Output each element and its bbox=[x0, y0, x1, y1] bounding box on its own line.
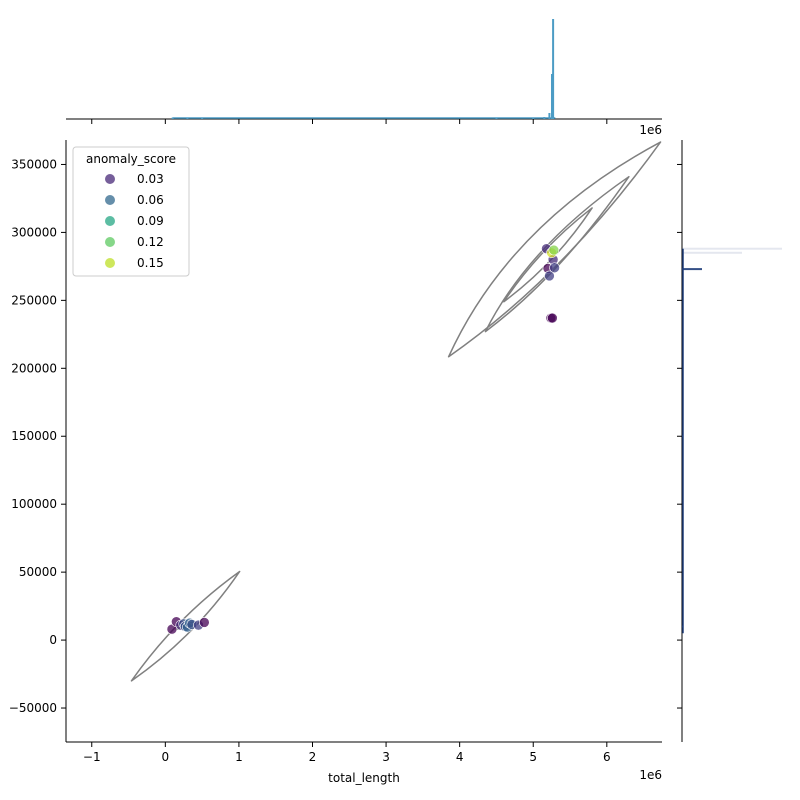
top-marginal-bars bbox=[171, 19, 556, 119]
scatter-point bbox=[199, 617, 210, 628]
legend-marker bbox=[105, 174, 115, 184]
kde-contour-low-outer bbox=[130, 570, 241, 682]
top-marginal-bar bbox=[548, 113, 551, 119]
y-tick-label: −50000 bbox=[9, 701, 57, 715]
x-tick-label: −1 bbox=[83, 750, 101, 764]
kde-contour-high-inner bbox=[503, 207, 593, 303]
x-axis-offset-label: 1e6 bbox=[639, 768, 662, 782]
legend-label: 0.15 bbox=[137, 256, 164, 270]
right-marginal-bar bbox=[682, 247, 782, 250]
scatter-point bbox=[548, 244, 560, 256]
x-axis-label: total_length bbox=[328, 771, 400, 785]
top-marginal-offset-label: 1e6 bbox=[639, 123, 662, 137]
top-marginal-bar bbox=[552, 19, 555, 119]
legend: anomaly_score 0.03 0.06 0.09 0.12 0.15 bbox=[72, 146, 190, 277]
x-tick-label: 6 bbox=[603, 750, 611, 764]
x-tick-label: 5 bbox=[529, 750, 537, 764]
legend-entries: 0.03 0.06 0.09 0.12 0.15 bbox=[105, 172, 164, 270]
legend-marker bbox=[105, 237, 115, 247]
x-tick-label: 4 bbox=[456, 750, 464, 764]
y-tick-label: 50000 bbox=[19, 565, 57, 579]
scatter-point bbox=[547, 312, 558, 324]
right-marginal-ticks bbox=[677, 163, 682, 709]
right-marginal-bar bbox=[682, 251, 742, 254]
right-marginal-histogram bbox=[677, 140, 782, 742]
kde-contours bbox=[130, 141, 662, 682]
x-ticks: −1 0 1 2 3 4 5 6 bbox=[83, 742, 611, 764]
y-tick-label: 300000 bbox=[11, 225, 57, 239]
y-ticks: −50000 0 50000 100000 150000 200000 250000 3000… bbox=[9, 157, 66, 715]
legend-label: 0.06 bbox=[137, 193, 164, 207]
y-tick-label: 350000 bbox=[11, 157, 57, 171]
legend-marker bbox=[105, 258, 115, 268]
y-tick-label: 150000 bbox=[11, 429, 57, 443]
legend-frame bbox=[72, 146, 190, 277]
right-marginal-bar bbox=[682, 268, 702, 271]
top-marginal-histogram: 1e6 bbox=[66, 19, 662, 137]
scatter-point bbox=[549, 262, 560, 274]
x-tick-label: 0 bbox=[162, 750, 170, 764]
legend-label: 0.09 bbox=[137, 214, 164, 228]
x-tick-label: 3 bbox=[382, 750, 390, 764]
top-marginal-ticks bbox=[91, 119, 608, 124]
main-axes: −1 0 1 2 3 4 5 6 −50000 0 50000 100000 150000 200000… bbox=[9, 140, 662, 785]
y-tick-label: 0 bbox=[49, 633, 57, 647]
y-tick-label: 100000 bbox=[11, 497, 57, 511]
top-marginal-bar bbox=[550, 74, 553, 119]
scatter-point bbox=[544, 270, 555, 282]
legend-title: anomaly_score bbox=[86, 152, 176, 166]
right-marginal-bars bbox=[682, 247, 782, 634]
x-tick-label: 2 bbox=[309, 750, 317, 764]
legend-marker bbox=[105, 216, 115, 226]
y-tick-label: 200000 bbox=[11, 361, 57, 375]
scatter-points bbox=[166, 243, 560, 635]
x-tick-label: 1 bbox=[235, 750, 243, 764]
legend-label: 0.12 bbox=[137, 235, 164, 249]
legend-label: 0.03 bbox=[137, 172, 164, 186]
kde-contour-high-mid bbox=[484, 175, 630, 333]
y-tick-label: 250000 bbox=[11, 293, 57, 307]
legend-marker bbox=[105, 195, 115, 205]
kde-contour-high-outer bbox=[447, 141, 662, 358]
